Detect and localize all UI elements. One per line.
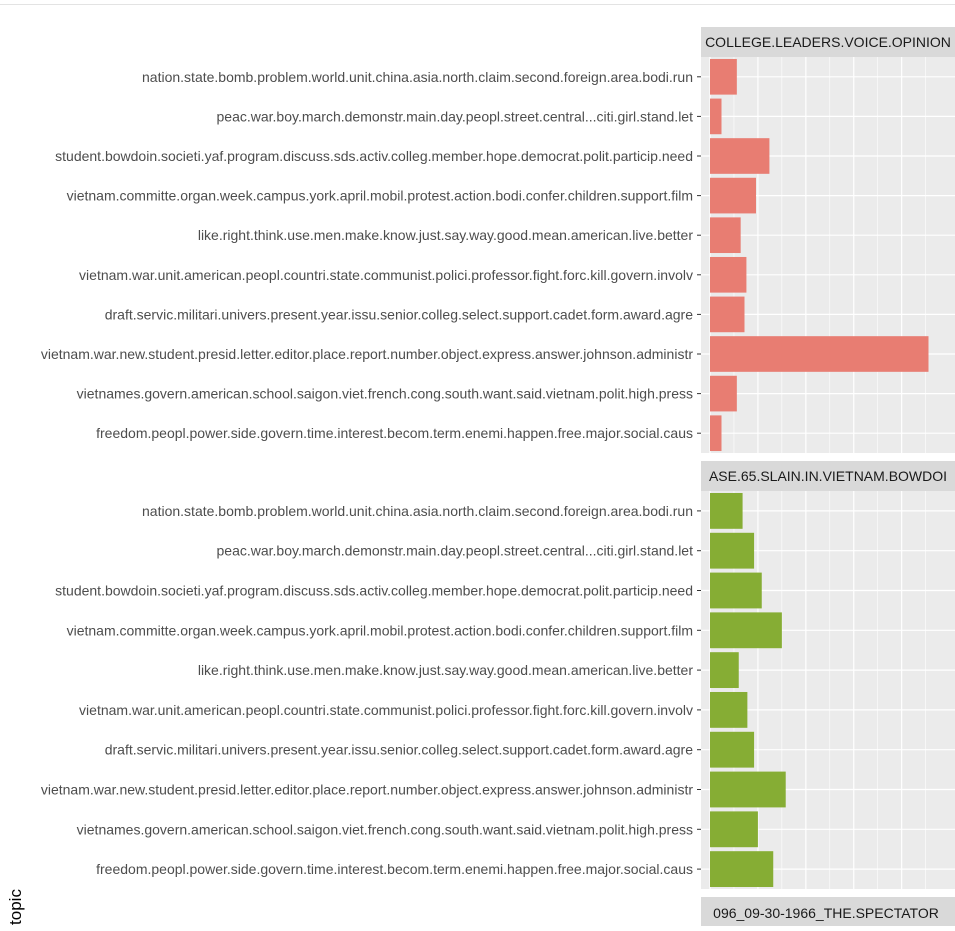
y-tick-label: freedom.peopl.power.side.govern.time.int…	[96, 425, 693, 441]
y-tick-label: nation.state.bomb.problem.world.unit.chi…	[142, 69, 693, 85]
y-tick-label: student.bowdoin.societi.yaf.program.disc…	[55, 148, 693, 164]
y-tick-label: like.right.think.use.men.make.know.just.…	[198, 662, 693, 678]
y-tick-label: vietnames.govern.american.school.saigon.…	[77, 821, 693, 837]
bar	[710, 217, 741, 254]
bar	[710, 652, 739, 689]
bar	[710, 492, 743, 529]
bar	[710, 177, 756, 214]
y-tick-label: student.bowdoin.societi.yaf.program.disc…	[55, 583, 693, 599]
panel-1: COLLEGE.LEADERS.VOICE.OPINION nation.stat…	[41, 27, 955, 453]
bar	[710, 572, 762, 609]
bar	[710, 336, 929, 372]
y-tick-label: vietnam.committe.organ.week.campus.york.…	[67, 622, 693, 638]
bar	[710, 375, 737, 412]
bar	[710, 98, 722, 135]
facet-strip	[701, 27, 955, 57]
y-tick-label: vietnam.war.unit.american.peopl.countri.…	[79, 267, 693, 283]
bottom-strip-label: 096_09-30-1966_THE.SPECTATOR	[713, 905, 939, 921]
y-tick-label: peac.war.boy.march.demonstr.main.day.peo…	[217, 543, 694, 559]
y-tick-label: vietnam.war.unit.american.peopl.countri.…	[79, 702, 693, 718]
bar	[710, 771, 786, 808]
y-tick-label: vietnam.war.new.student.presid.letter.ed…	[41, 346, 693, 362]
panel-background	[701, 57, 955, 453]
y-tick-label: freedom.peopl.power.side.govern.time.int…	[96, 861, 693, 877]
y-tick-label: vietnam.committe.organ.week.campus.york.…	[67, 188, 693, 204]
top-border	[0, 4, 955, 5]
bar	[710, 691, 748, 728]
y-tick-label: peac.war.boy.march.demonstr.main.day.peo…	[217, 108, 694, 124]
y-tick-label: draft.servic.militari.univers.present.ye…	[105, 742, 693, 758]
y-tick-label: vietnam.war.new.student.presid.letter.ed…	[41, 782, 693, 798]
facet-strip-label: COLLEGE.LEADERS.VOICE.OPINION	[705, 34, 951, 50]
bar	[710, 138, 770, 174]
bar	[710, 811, 758, 848]
bar	[710, 731, 755, 768]
bar	[710, 415, 722, 452]
bar	[710, 851, 774, 888]
y-tick-label: draft.servic.militari.univers.present.ye…	[105, 306, 693, 322]
bar	[710, 256, 747, 293]
y-tick-label: like.right.think.use.men.make.know.just.…	[198, 227, 693, 243]
y-tick-label: vietnames.govern.american.school.saigon.…	[77, 386, 693, 402]
bar	[710, 532, 755, 569]
facet-strip	[701, 461, 955, 491]
bar	[710, 58, 737, 95]
y-tick-label: nation.state.bomb.problem.world.unit.chi…	[142, 503, 693, 519]
bar	[710, 612, 782, 649]
panel-2: ASE.65.SLAIN.IN.VIETNAM.BOWDOI nation.sta…	[41, 461, 955, 889]
bar	[710, 296, 745, 333]
facet-strip-label: ASE.65.SLAIN.IN.VIETNAM.BOWDOI	[709, 468, 947, 484]
y-axis-title: topic	[6, 889, 25, 925]
bottom-strip	[701, 897, 955, 926]
